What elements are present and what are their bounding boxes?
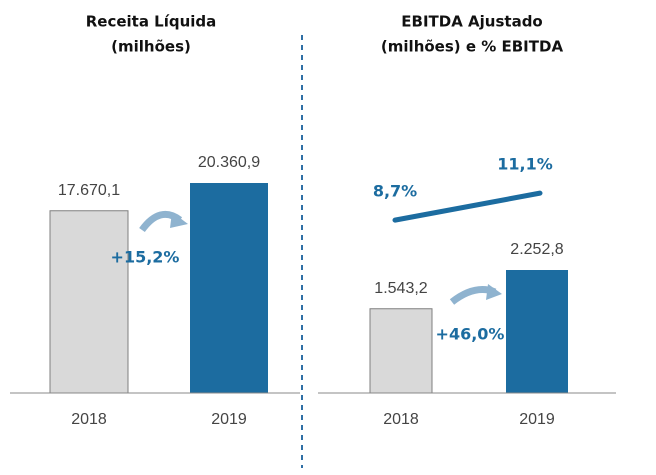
- value-label: 1.543,2: [374, 280, 427, 297]
- value-label: 2.252,8: [510, 241, 563, 258]
- x-tick-label: 2018: [71, 411, 107, 428]
- value-label: 20.360,9: [198, 154, 260, 171]
- line-label: 11,1%: [497, 155, 553, 174]
- bar: [49, 210, 129, 394]
- x-tick-label: 2018: [383, 411, 419, 428]
- chart-title: (milhões): [111, 38, 191, 56]
- bar: [369, 308, 433, 394]
- chart-title: EBITDA Ajustado: [401, 13, 542, 31]
- arrow-head: [486, 284, 502, 300]
- chart-title: Receita Líquida: [86, 13, 217, 31]
- annotation: +15,2%: [111, 248, 180, 267]
- bar: [506, 270, 568, 393]
- line: [392, 190, 543, 223]
- value-label: 17.670,1: [58, 182, 120, 199]
- x-tick-label: 2019: [211, 411, 247, 428]
- chart-title: (milhões) e % EBITDA: [381, 38, 564, 56]
- arrow-head: [170, 212, 188, 228]
- x-tick-label: 2019: [519, 411, 555, 428]
- line-label: 8,7%: [373, 182, 417, 201]
- annotation: +46,0%: [436, 325, 505, 344]
- bar: [190, 183, 268, 393]
